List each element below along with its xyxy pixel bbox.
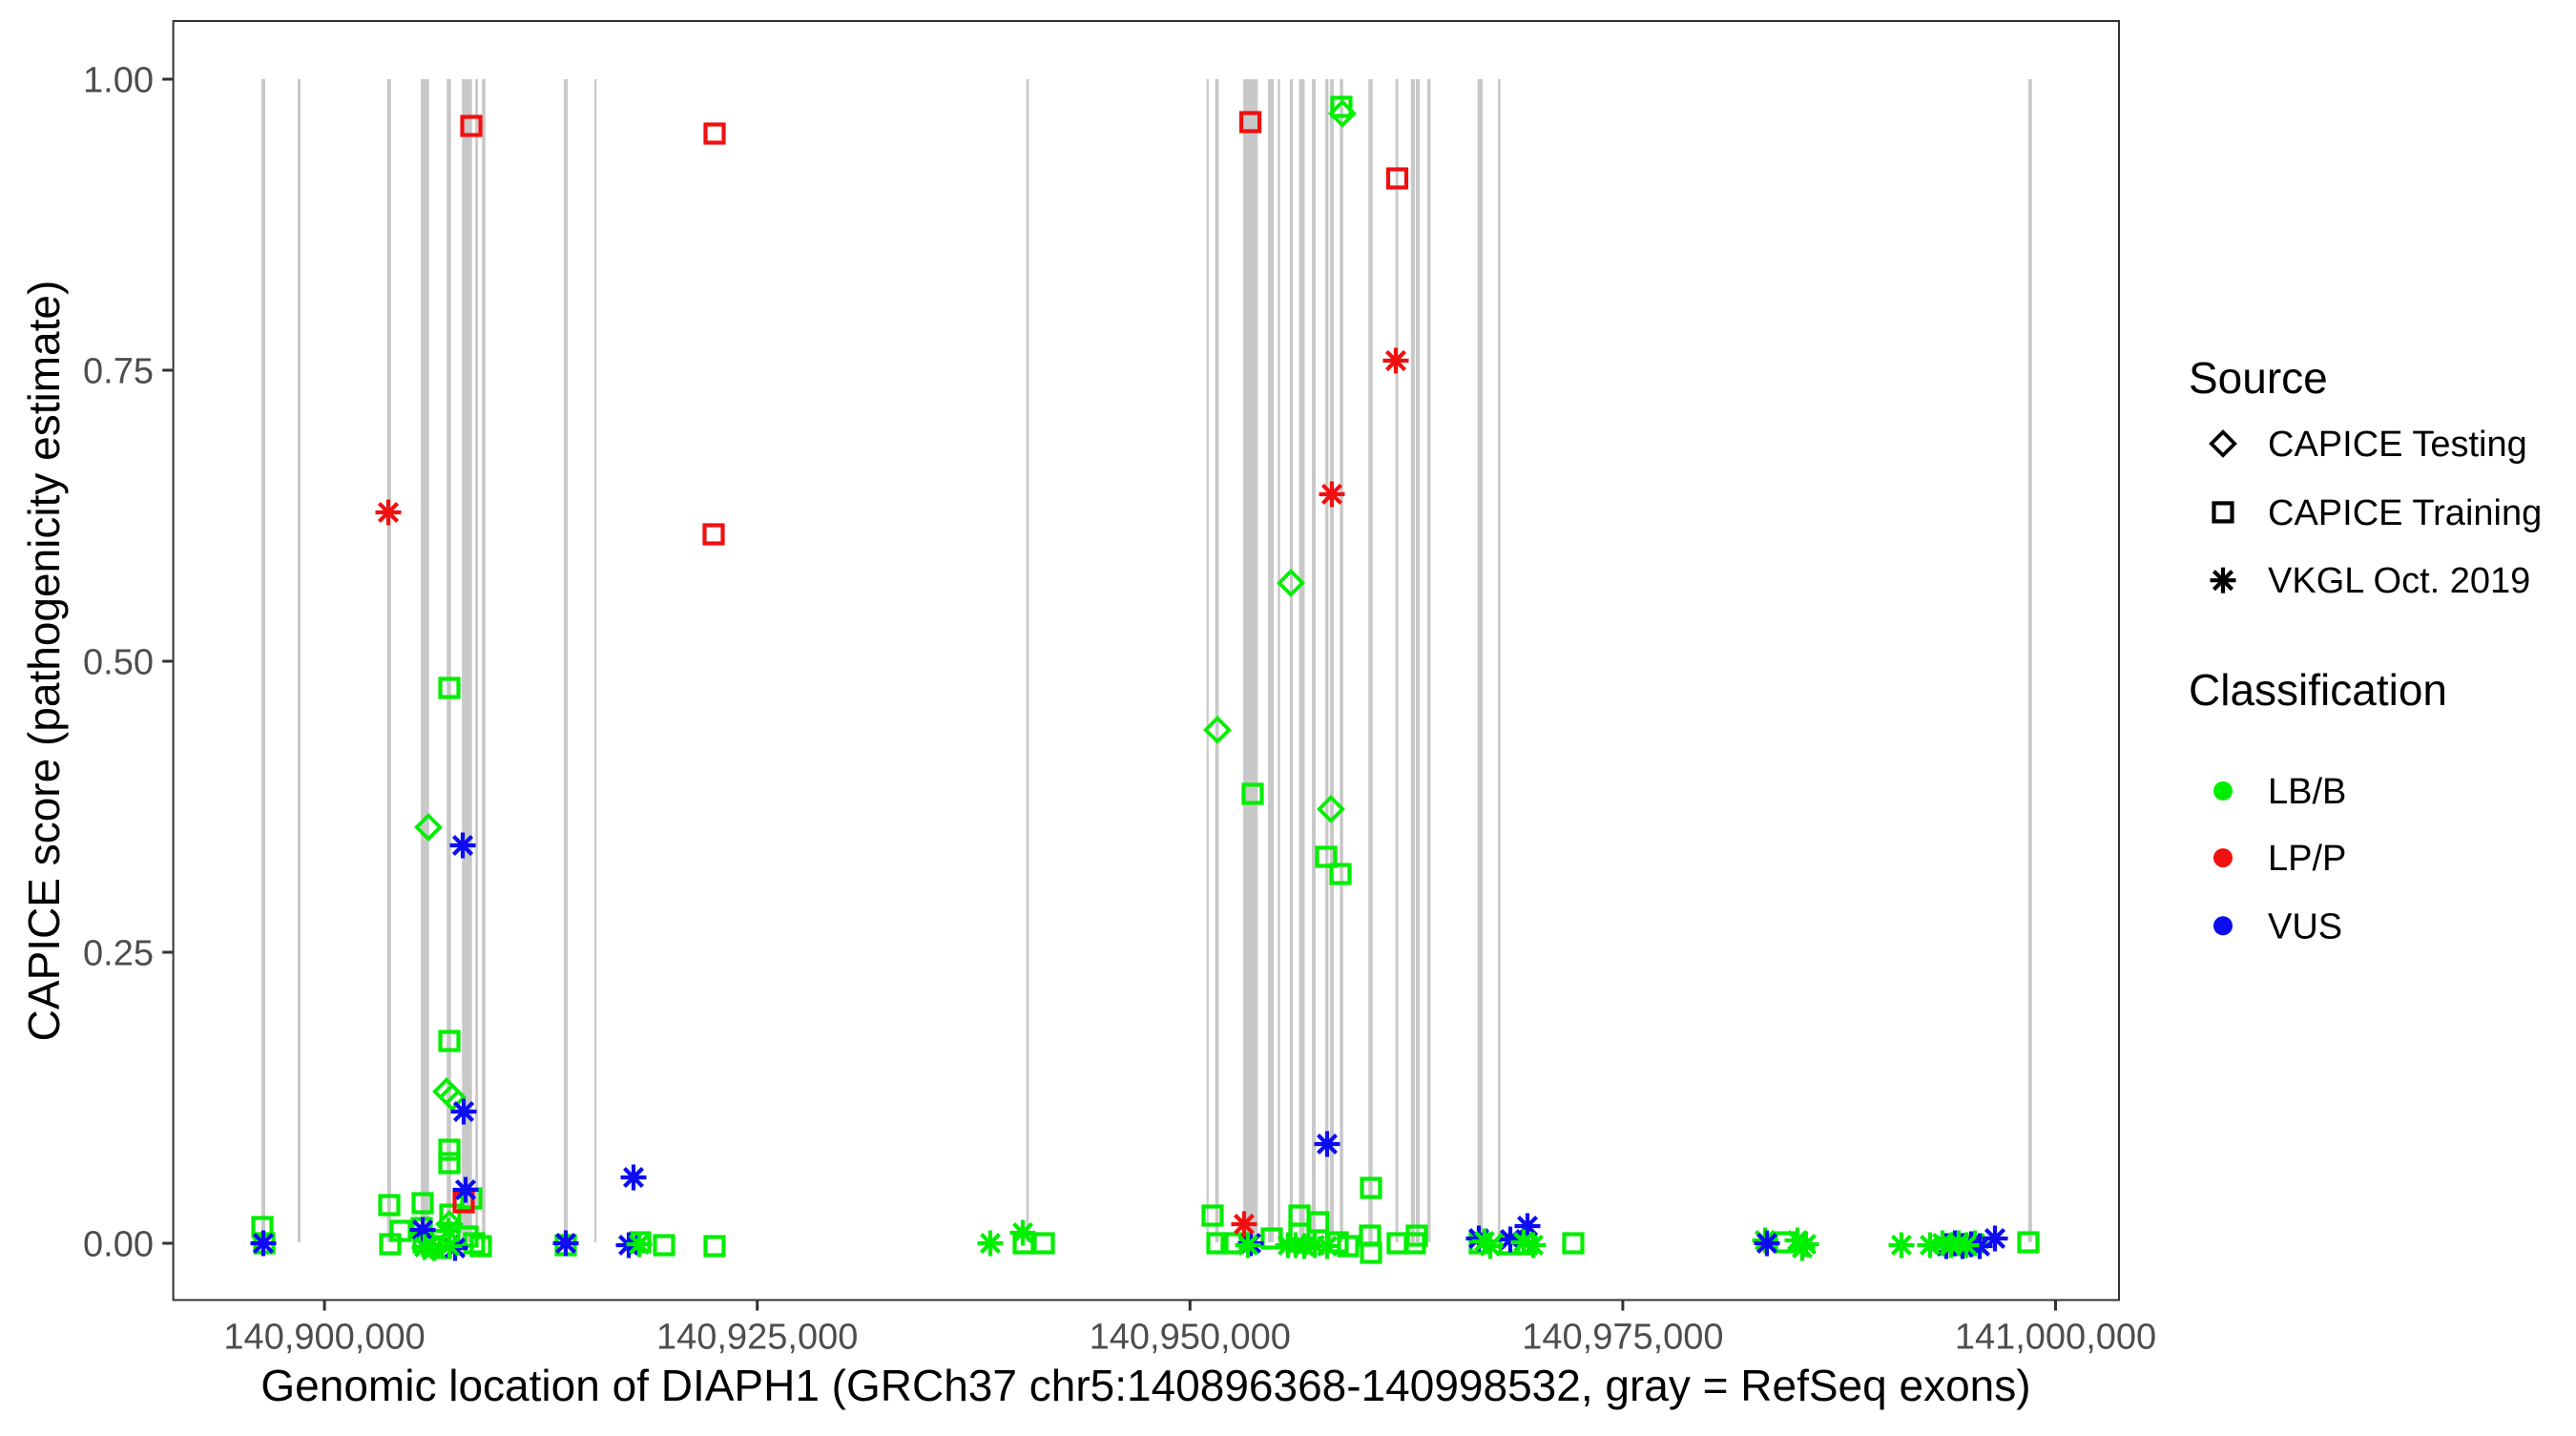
svg-text:CAPICE score (pathogenicity es: CAPICE score (pathogenicity estimate) (19, 281, 69, 1042)
svg-text:0.75: 0.75 (83, 352, 154, 392)
svg-text:1.00: 1.00 (83, 61, 154, 101)
svg-text:140,950,000: 140,950,000 (1090, 1318, 1291, 1358)
svg-text:VKGL Oct. 2019: VKGL Oct. 2019 (2268, 561, 2530, 601)
svg-text:LP/P: LP/P (2268, 839, 2346, 879)
svg-text:140,900,000: 140,900,000 (223, 1318, 425, 1358)
svg-text:0.25: 0.25 (83, 934, 154, 974)
svg-text:LB/B: LB/B (2268, 772, 2346, 812)
svg-text:0.00: 0.00 (83, 1225, 154, 1265)
svg-text:CAPICE Training: CAPICE Training (2268, 493, 2542, 533)
svg-text:Genomic location of DIAPH1 (GR: Genomic location of DIAPH1 (GRCh37 chr5:… (260, 1361, 2030, 1410)
svg-text:141,000,000: 141,000,000 (1955, 1318, 2156, 1358)
svg-text:CAPICE Testing: CAPICE Testing (2268, 425, 2527, 465)
svg-text:140,925,000: 140,925,000 (656, 1318, 858, 1358)
svg-text:Source: Source (2189, 353, 2328, 403)
svg-text:0.50: 0.50 (83, 643, 154, 683)
svg-text:140,975,000: 140,975,000 (1522, 1318, 1723, 1358)
svg-text:Classification: Classification (2189, 665, 2447, 715)
svg-text:VUS: VUS (2268, 906, 2342, 947)
